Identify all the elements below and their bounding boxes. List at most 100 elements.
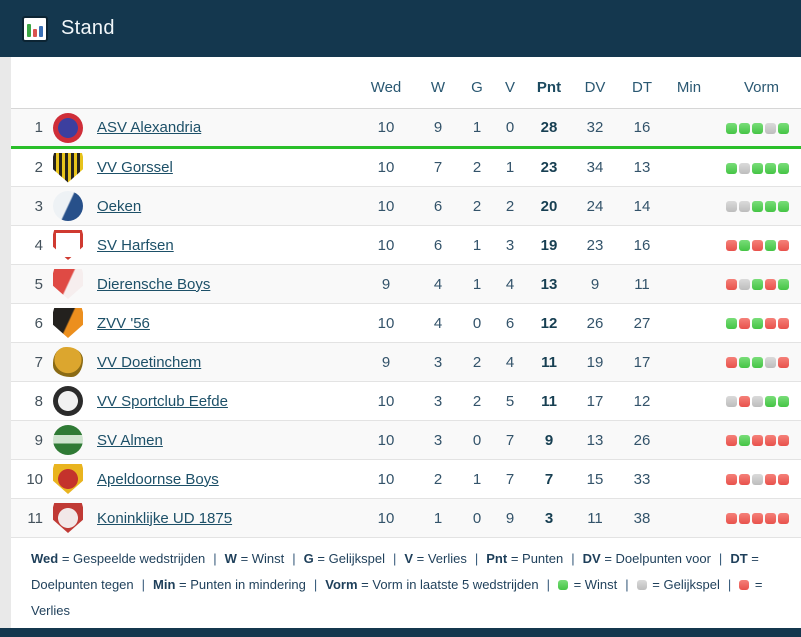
form-dots — [724, 276, 789, 293]
team-logo-icon — [53, 112, 83, 143]
legend-separator: | — [141, 577, 146, 592]
cell-w: 7 — [433, 159, 443, 176]
rank: 11 — [27, 509, 43, 527]
legend-separator: | — [718, 551, 723, 566]
cell-pnt: 12 — [540, 314, 558, 332]
team-link[interactable]: Koninklijke UD 1875 — [97, 509, 233, 527]
team-link[interactable]: ZVV '56 — [97, 314, 150, 332]
legend-value: = Verlies — [31, 577, 763, 618]
table-row: 10 Apeldoornse Boys 10 2 1 7 7 15 33 — [11, 460, 801, 499]
cell-min — [665, 499, 713, 538]
logo-cell — [47, 382, 89, 421]
legend-item: W = Winst — [225, 551, 285, 566]
form-dot-win — [726, 162, 737, 174]
legend-key: V — [404, 551, 414, 566]
col-team — [89, 57, 357, 109]
form-dot-loss — [765, 279, 776, 291]
form-dot-draw — [739, 279, 750, 291]
form-dot-loss — [778, 513, 789, 525]
cell-min — [665, 148, 713, 187]
form-dot-draw — [765, 357, 776, 369]
team-link[interactable]: ASV Alexandria — [97, 119, 202, 136]
cell-dt: 26 — [633, 431, 651, 449]
logo-cell — [47, 343, 89, 382]
form-dots — [724, 159, 789, 176]
team-link[interactable]: SV Almen — [97, 431, 163, 449]
cell-wed: 9 — [381, 353, 391, 371]
cell-dt: 13 — [633, 159, 651, 176]
cell-pnt: 28 — [540, 119, 558, 136]
col-dt: DT — [619, 57, 665, 109]
cell-g: 2 — [472, 159, 482, 176]
team-logo-icon — [53, 152, 83, 183]
cell-v: 7 — [505, 431, 515, 449]
page-title: Stand — [61, 17, 115, 39]
legend-key: W — [224, 551, 237, 566]
header-bar: Stand — [0, 0, 801, 57]
team-link[interactable]: Apeldoornse Boys — [97, 470, 219, 488]
cell-v: 4 — [505, 353, 515, 371]
cell-min — [665, 265, 713, 304]
cell-pnt: 11 — [541, 353, 557, 371]
legend-key: G — [303, 551, 314, 566]
legend-key: Wed — [31, 551, 59, 566]
legend: Wed = Gespeelde wedstrijden | W = Winst | G … — [11, 538, 801, 624]
cell-v: 9 — [505, 509, 515, 527]
legend-value: = Vorm in laatste 5 wedstrijden — [357, 577, 539, 592]
team-link[interactable]: Oeken — [97, 197, 142, 215]
legend-value: = Punten — [507, 551, 564, 566]
col-vorm: Vorm — [713, 57, 801, 109]
rank: 3 — [34, 197, 43, 215]
form-dot-loss — [739, 318, 750, 330]
team-link[interactable]: Dierensche Boys — [97, 275, 211, 293]
table-row: 8 VV Sportclub Eefde 10 3 2 5 11 17 12 — [11, 382, 801, 421]
col-min: Min — [665, 57, 713, 109]
legend-item: Wed = Gespeelde wedstrijden — [31, 551, 205, 566]
form-cell — [713, 343, 801, 382]
cell-pnt: 20 — [540, 197, 558, 215]
logo-cell — [47, 499, 89, 538]
team-logo-icon — [53, 425, 83, 455]
table-row: 1 ASV Alexandria 10 9 1 0 28 32 16 — [11, 108, 801, 148]
form-dot-draw — [752, 474, 763, 486]
cell-min — [665, 382, 713, 421]
team-link[interactable]: VV Sportclub Eefde — [97, 392, 228, 410]
col-dv: DV — [571, 57, 619, 109]
form-dot-loss — [739, 579, 750, 590]
form-dot-loss — [765, 435, 776, 447]
cell-wed: 10 — [377, 392, 395, 410]
legend-separator: | — [292, 551, 296, 566]
cell-w: 6 — [433, 236, 443, 254]
form-dot-win — [726, 318, 737, 330]
legend-separator: | — [392, 551, 397, 566]
team-link[interactable]: SV Harfsen — [97, 236, 174, 254]
table-header-row: Wed W G V Pnt DV DT Min Vorm — [11, 57, 801, 109]
form-cell — [713, 460, 801, 499]
legend-key: Min — [153, 577, 176, 592]
cell-min — [665, 187, 713, 226]
rank: 5 — [34, 275, 43, 293]
form-dot-win — [752, 201, 763, 213]
team-cell: VV Sportclub Eefde — [89, 382, 357, 421]
form-dot-loss — [726, 357, 737, 369]
cell-w: 9 — [433, 119, 443, 136]
legend-value: = Doelpunten tegen — [31, 551, 759, 592]
legend-key: Vorm — [325, 577, 358, 592]
form-dot-loss — [778, 435, 789, 447]
form-dot-win — [752, 279, 763, 291]
col-w: W — [415, 57, 461, 109]
cell-pnt: 23 — [540, 159, 558, 176]
form-dot-win — [778, 201, 789, 213]
team-link[interactable]: VV Gorssel — [97, 159, 173, 176]
team-link[interactable]: VV Doetinchem — [97, 353, 202, 371]
form-dot-loss — [765, 513, 776, 525]
logo-cell — [47, 109, 89, 148]
cell-wed: 10 — [377, 197, 395, 215]
cell-min — [665, 226, 713, 265]
form-cell — [713, 265, 801, 304]
logo-cell — [47, 460, 89, 499]
form-dot-loss — [739, 474, 750, 486]
legend-value: = Doelpunten voor — [600, 551, 711, 566]
form-dot-win — [778, 162, 789, 174]
cell-dt: 16 — [633, 119, 651, 136]
